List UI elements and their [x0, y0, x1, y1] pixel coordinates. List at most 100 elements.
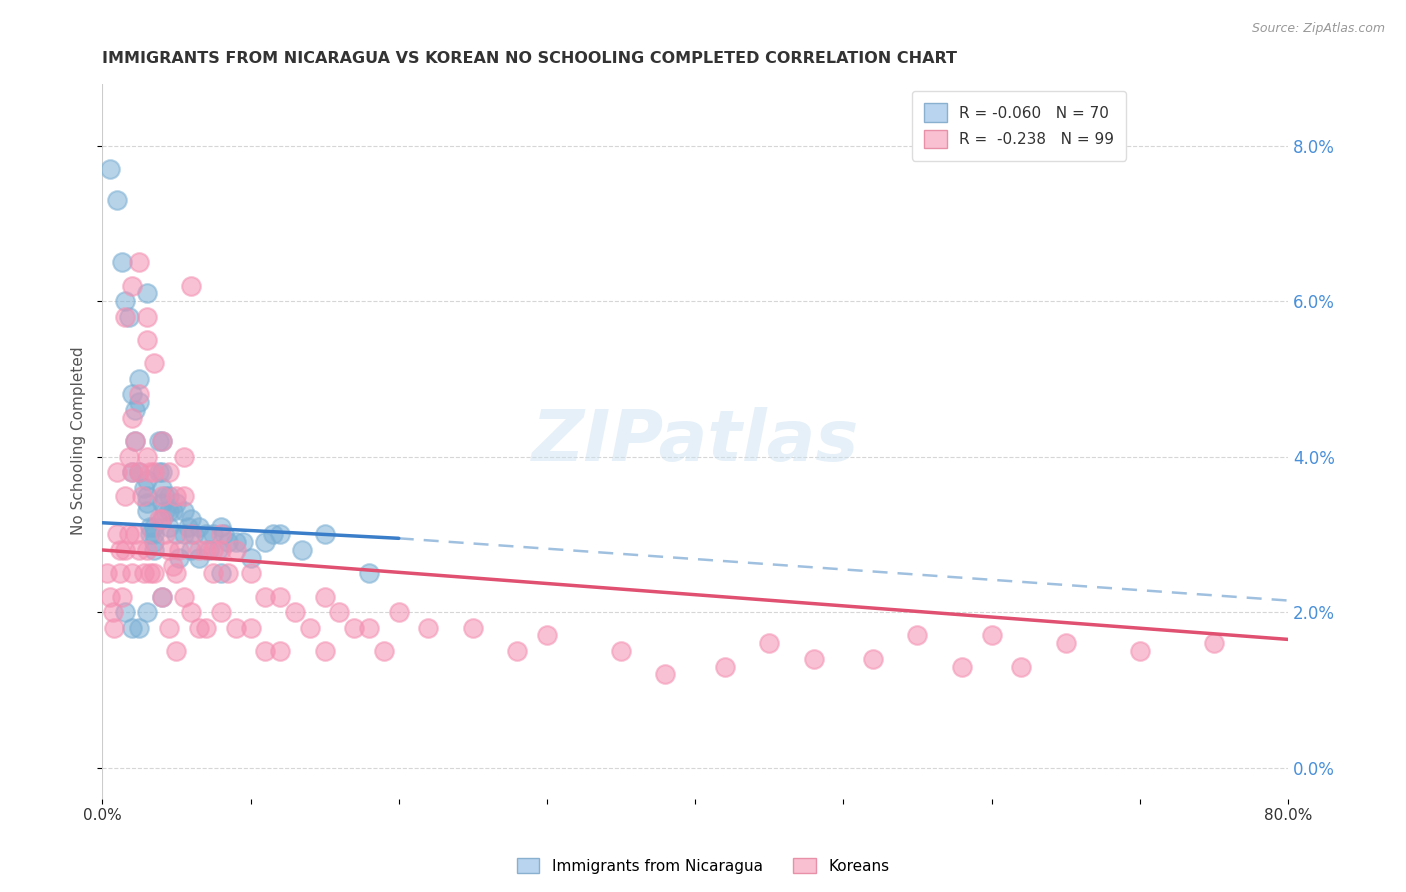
Point	[118, 450, 141, 464]
Point	[1202, 636, 1225, 650]
Point	[150, 512, 173, 526]
Point	[173, 527, 195, 541]
Point	[103, 621, 125, 635]
Point	[187, 519, 209, 533]
Point	[157, 621, 180, 635]
Point	[139, 527, 162, 541]
Point	[150, 489, 173, 503]
Point	[124, 527, 146, 541]
Point	[162, 504, 184, 518]
Point	[180, 512, 202, 526]
Point	[388, 605, 411, 619]
Point	[269, 590, 291, 604]
Point	[157, 519, 180, 533]
Point	[225, 621, 247, 635]
Point	[862, 652, 884, 666]
Point	[114, 543, 136, 558]
Point	[169, 550, 191, 565]
Point	[173, 590, 195, 604]
Point	[148, 434, 170, 449]
Point	[198, 543, 221, 558]
Point	[314, 527, 336, 541]
Point	[328, 605, 350, 619]
Point	[314, 644, 336, 658]
Point	[165, 527, 187, 541]
Legend: Immigrants from Nicaragua, Koreans: Immigrants from Nicaragua, Koreans	[510, 852, 896, 880]
Point	[105, 527, 128, 541]
Point	[139, 519, 162, 533]
Point	[143, 543, 166, 558]
Point	[461, 621, 484, 635]
Point	[150, 481, 173, 495]
Point	[121, 410, 143, 425]
Point	[124, 434, 146, 449]
Point	[239, 621, 262, 635]
Point	[150, 512, 173, 526]
Point	[298, 621, 321, 635]
Point	[195, 543, 218, 558]
Point	[108, 566, 131, 581]
Point	[143, 519, 166, 533]
Point	[118, 310, 141, 324]
Point	[132, 566, 155, 581]
Point	[207, 543, 229, 558]
Point	[114, 605, 136, 619]
Point	[143, 356, 166, 370]
Point	[262, 527, 284, 541]
Point	[180, 543, 202, 558]
Point	[195, 527, 218, 541]
Point	[209, 543, 232, 558]
Point	[165, 496, 187, 510]
Point	[114, 310, 136, 324]
Point	[135, 504, 157, 518]
Text: IMMIGRANTS FROM NICARAGUA VS KOREAN NO SCHOOLING COMPLETED CORRELATION CHART: IMMIGRANTS FROM NICARAGUA VS KOREAN NO S…	[103, 51, 957, 66]
Point	[110, 590, 132, 604]
Point	[654, 667, 676, 681]
Point	[239, 550, 262, 565]
Point	[758, 636, 780, 650]
Point	[132, 481, 155, 495]
Point	[284, 605, 307, 619]
Point	[180, 278, 202, 293]
Point	[254, 535, 277, 549]
Point	[128, 255, 150, 269]
Point	[105, 193, 128, 207]
Point	[98, 590, 121, 604]
Point	[135, 450, 157, 464]
Point	[202, 543, 225, 558]
Point	[254, 590, 277, 604]
Point	[153, 489, 176, 503]
Point	[183, 527, 205, 541]
Point	[121, 465, 143, 479]
Point	[187, 550, 209, 565]
Point	[162, 558, 184, 573]
Text: Source: ZipAtlas.com: Source: ZipAtlas.com	[1251, 22, 1385, 36]
Point	[128, 395, 150, 409]
Point	[110, 255, 132, 269]
Point	[135, 286, 157, 301]
Point	[139, 465, 162, 479]
Point	[217, 566, 239, 581]
Point	[143, 535, 166, 549]
Point	[150, 465, 173, 479]
Text: ZIPatlas: ZIPatlas	[531, 407, 859, 475]
Point	[418, 621, 440, 635]
Point	[173, 504, 195, 518]
Point	[254, 644, 277, 658]
Point	[114, 294, 136, 309]
Point	[131, 489, 153, 503]
Point	[202, 527, 225, 541]
Point	[108, 543, 131, 558]
Point	[1054, 636, 1077, 650]
Point	[135, 310, 157, 324]
Point	[121, 278, 143, 293]
Point	[121, 566, 143, 581]
Point	[121, 387, 143, 401]
Point	[907, 628, 929, 642]
Point	[148, 512, 170, 526]
Point	[157, 543, 180, 558]
Point	[212, 527, 235, 541]
Point	[128, 621, 150, 635]
Point	[135, 605, 157, 619]
Point	[359, 566, 381, 581]
